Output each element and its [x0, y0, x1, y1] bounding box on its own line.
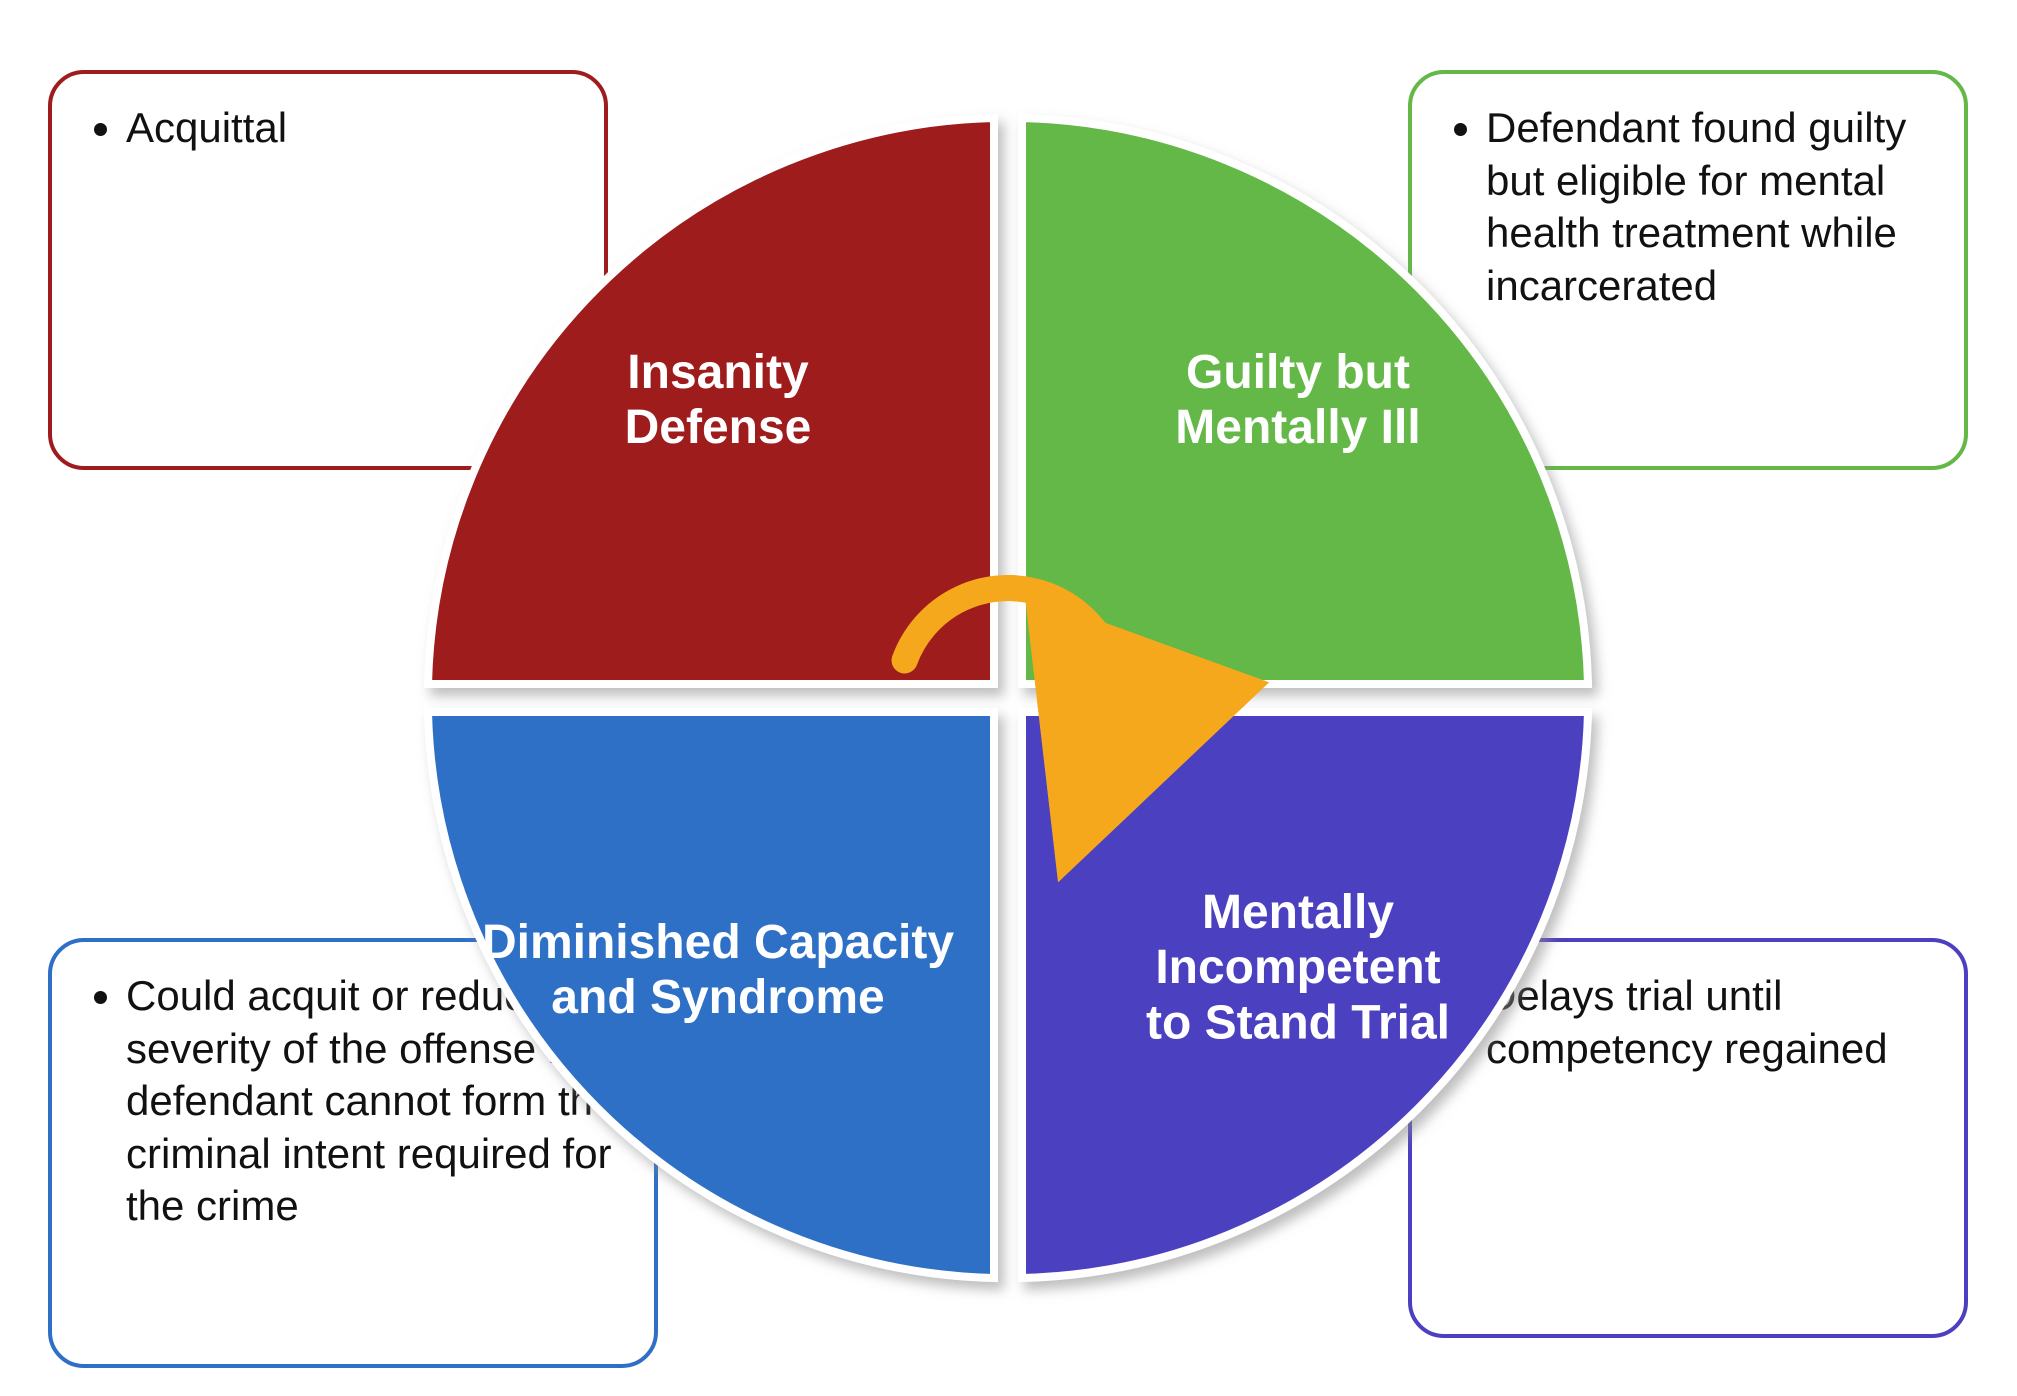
quadrant-mentally-incompetent — [1022, 712, 1588, 1278]
quadrant-circle: InsanityDefenseGuilty butMentally IllMen… — [0, 0, 2017, 1396]
diagram-stage: Acquittal Defendant found guilty but eli… — [0, 0, 2017, 1396]
